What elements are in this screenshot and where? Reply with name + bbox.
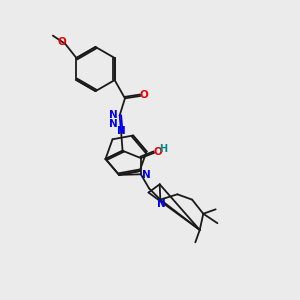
Text: N: N [109, 119, 118, 129]
Text: O: O [140, 90, 148, 100]
Text: H: H [160, 144, 168, 154]
Text: N: N [158, 199, 166, 209]
Text: N: N [109, 110, 118, 120]
Text: O: O [57, 38, 66, 47]
Text: N: N [117, 126, 125, 136]
Text: O: O [154, 147, 162, 157]
Text: N: N [142, 170, 151, 181]
